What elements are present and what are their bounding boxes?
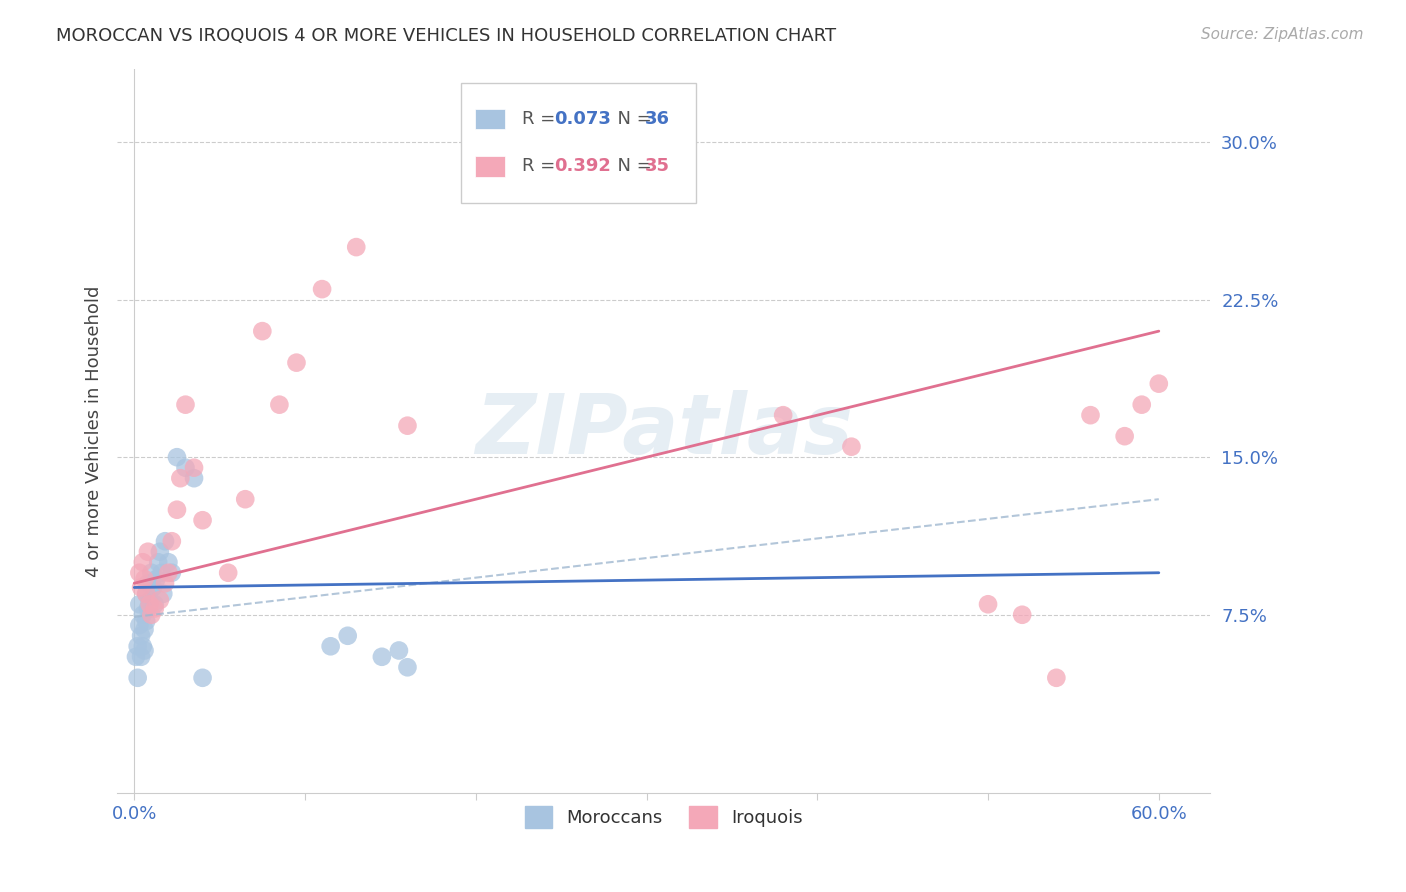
Point bbox=[145, 572, 167, 586]
Point bbox=[153, 534, 176, 549]
Point bbox=[183, 460, 205, 475]
Point bbox=[136, 545, 159, 559]
Point bbox=[149, 593, 172, 607]
Point bbox=[311, 282, 333, 296]
Point bbox=[141, 566, 163, 580]
Point bbox=[129, 581, 152, 595]
Point bbox=[174, 398, 197, 412]
Point bbox=[135, 587, 157, 601]
Text: R =: R = bbox=[522, 111, 561, 128]
Point bbox=[371, 649, 394, 664]
Point bbox=[134, 572, 156, 586]
Point bbox=[157, 555, 180, 569]
Point bbox=[977, 597, 1000, 611]
Point bbox=[269, 398, 291, 412]
Point bbox=[1045, 671, 1067, 685]
Point bbox=[132, 555, 155, 569]
Point bbox=[160, 566, 183, 580]
Text: 35: 35 bbox=[645, 157, 671, 176]
Point bbox=[336, 629, 359, 643]
Point bbox=[388, 643, 411, 657]
Point bbox=[125, 649, 148, 664]
Point bbox=[183, 471, 205, 485]
Point bbox=[152, 587, 174, 601]
Point bbox=[138, 593, 160, 607]
Point bbox=[1130, 398, 1153, 412]
Point bbox=[129, 629, 152, 643]
Text: R =: R = bbox=[522, 157, 561, 176]
Point bbox=[396, 660, 419, 674]
Text: N =: N = bbox=[606, 111, 657, 128]
Point bbox=[127, 671, 149, 685]
Point bbox=[396, 418, 419, 433]
Point bbox=[174, 460, 197, 475]
Point bbox=[772, 408, 794, 422]
Point bbox=[319, 640, 342, 654]
Point bbox=[160, 534, 183, 549]
Point bbox=[143, 601, 166, 615]
Point bbox=[841, 440, 863, 454]
Point bbox=[129, 649, 152, 664]
Point bbox=[142, 581, 165, 595]
Y-axis label: 4 or more Vehicles in Household: 4 or more Vehicles in Household bbox=[86, 285, 103, 576]
Point bbox=[127, 640, 149, 654]
Point bbox=[141, 607, 163, 622]
Point bbox=[169, 471, 191, 485]
Point bbox=[166, 450, 188, 465]
Point bbox=[128, 566, 150, 580]
Point bbox=[135, 614, 157, 628]
Point bbox=[134, 623, 156, 637]
Point bbox=[132, 607, 155, 622]
Point bbox=[135, 587, 157, 601]
Text: Source: ZipAtlas.com: Source: ZipAtlas.com bbox=[1201, 27, 1364, 42]
Point bbox=[344, 240, 367, 254]
Point bbox=[217, 566, 239, 580]
Point bbox=[136, 576, 159, 591]
Bar bbox=[461, 83, 696, 202]
Point bbox=[150, 566, 173, 580]
Point bbox=[132, 640, 155, 654]
Point bbox=[1147, 376, 1170, 391]
Point bbox=[285, 356, 308, 370]
Point bbox=[143, 597, 166, 611]
Point bbox=[149, 545, 172, 559]
Point bbox=[128, 597, 150, 611]
Point bbox=[233, 492, 256, 507]
Text: N =: N = bbox=[606, 157, 657, 176]
Point bbox=[128, 618, 150, 632]
Legend: Moroccans, Iroquois: Moroccans, Iroquois bbox=[517, 798, 810, 835]
Point bbox=[153, 576, 176, 591]
Text: MOROCCAN VS IROQUOIS 4 OR MORE VEHICLES IN HOUSEHOLD CORRELATION CHART: MOROCCAN VS IROQUOIS 4 OR MORE VEHICLES … bbox=[56, 27, 837, 45]
Point bbox=[166, 502, 188, 516]
Text: 36: 36 bbox=[645, 111, 671, 128]
Point bbox=[191, 513, 214, 527]
Text: 0.073: 0.073 bbox=[554, 111, 612, 128]
Point bbox=[146, 555, 169, 569]
Point bbox=[191, 671, 214, 685]
Bar bbox=[475, 156, 505, 177]
Point bbox=[252, 324, 274, 338]
Point bbox=[1011, 607, 1033, 622]
Text: 0.392: 0.392 bbox=[554, 157, 612, 176]
Point bbox=[138, 597, 160, 611]
Point bbox=[134, 643, 156, 657]
Point bbox=[1080, 408, 1102, 422]
Text: ZIPatlas: ZIPatlas bbox=[475, 391, 852, 472]
Point bbox=[157, 566, 180, 580]
Bar bbox=[475, 109, 505, 129]
Point bbox=[1114, 429, 1136, 443]
Point bbox=[136, 601, 159, 615]
